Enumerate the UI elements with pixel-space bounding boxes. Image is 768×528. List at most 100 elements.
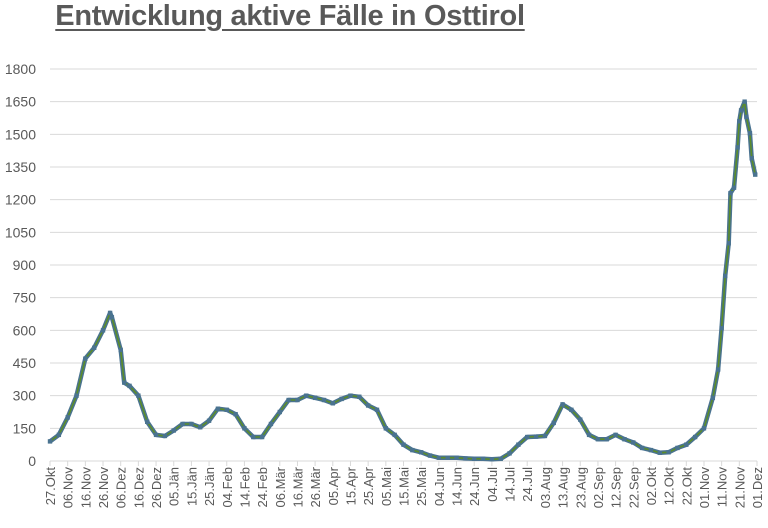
data-point [83, 356, 88, 361]
data-point [742, 99, 747, 104]
x-tick-label: 13.Aug [556, 467, 571, 508]
x-tick-label: 11.Nov [715, 467, 730, 508]
x-tick-label: 04.Jun [432, 467, 447, 506]
data-point [162, 433, 168, 439]
data-point [233, 411, 238, 417]
data-point [56, 432, 62, 438]
data-point [251, 434, 256, 440]
data-point [418, 450, 424, 455]
data-point [731, 185, 737, 190]
x-tick-label: 16.Dez [131, 467, 146, 508]
data-point [586, 432, 592, 438]
data-point [735, 145, 740, 150]
x-tick-label: 04.Feb [220, 467, 235, 507]
data-point [692, 434, 698, 440]
data-point [348, 393, 353, 398]
y-axis-ticks: 0 150 300 450 600 750 900 1050 1200 1350 1500 1650 1… [5, 61, 36, 469]
y-tick-label: 1050 [5, 224, 36, 240]
data-point [710, 395, 716, 401]
data-point [666, 450, 671, 455]
x-tick-label: 25.Mai [414, 467, 429, 506]
data-point [304, 393, 309, 398]
data-point [737, 119, 742, 124]
data-point [726, 241, 731, 246]
data-point [463, 456, 468, 461]
data-point [339, 396, 344, 402]
data-point [631, 440, 636, 445]
x-tick-label: 03.Aug [538, 467, 553, 508]
x-tick-label: 06.Nov [61, 467, 76, 509]
x-tick-label: 15.Apr [343, 466, 358, 505]
y-tick-label: 1800 [5, 61, 36, 77]
data-point [569, 407, 574, 413]
data-point [747, 131, 753, 136]
x-tick-label: 16.Nov [78, 467, 93, 509]
data-point [489, 457, 495, 462]
y-tick-label: 150 [13, 420, 37, 436]
data-point [551, 420, 556, 426]
data-point [410, 447, 415, 453]
data-point [507, 451, 512, 456]
data-point [259, 434, 265, 440]
data-point [330, 401, 335, 406]
x-tick-label: 26.Dez [149, 467, 164, 508]
data-point [701, 426, 707, 431]
y-tick-label: 1200 [5, 192, 36, 208]
x-tick-label: 24.Feb [255, 467, 270, 507]
data-point [542, 433, 548, 439]
data-point [675, 445, 680, 451]
data-point [525, 434, 530, 440]
data-point [65, 415, 70, 420]
x-tick-label: 12.Sep [609, 467, 624, 508]
x-tick-label: 14.Jul [503, 467, 518, 502]
x-tick-label: 25.Jän [202, 467, 217, 506]
series-marker-band [48, 99, 758, 462]
x-tick-label: 27.Okt [43, 467, 58, 506]
y-tick-label: 900 [13, 257, 37, 273]
data-point [224, 407, 229, 413]
data-point [722, 273, 728, 279]
data-point [604, 437, 609, 442]
data-point [595, 437, 601, 442]
data-point [198, 425, 203, 430]
y-tick-label: 1500 [5, 126, 36, 142]
x-tick-label: 22.Sep [626, 467, 641, 508]
y-tick-label: 750 [13, 290, 37, 306]
data-point [74, 393, 79, 398]
x-tick-label: 24.Jun [467, 467, 482, 506]
x-tick-label: 26.Mär [308, 466, 323, 507]
data-point [118, 347, 123, 353]
data-point [472, 456, 477, 462]
data-point [286, 397, 291, 403]
data-point [145, 419, 150, 424]
data-point [578, 417, 583, 422]
x-tick-label: 15.Jän [184, 467, 199, 506]
data-point [648, 447, 654, 453]
data-point [392, 432, 397, 438]
data-point [533, 434, 539, 439]
data-point [109, 315, 115, 320]
data-point [100, 328, 106, 333]
data-point [189, 421, 194, 427]
x-tick-label: 12.Okt [662, 467, 677, 506]
series-active-cases [47, 99, 758, 462]
y-tick-label: 600 [13, 322, 37, 338]
y-tick-label: 1650 [5, 94, 36, 110]
data-point [136, 393, 141, 398]
x-tick-label: 02.Sep [591, 467, 606, 508]
data-point [744, 114, 749, 120]
data-point [719, 325, 724, 331]
x-tick-label: 15.Mai [397, 467, 412, 506]
data-point [312, 395, 318, 401]
y-tick-label: 0 [28, 453, 36, 469]
data-point [436, 455, 442, 460]
data-point [180, 421, 185, 427]
data-point [622, 437, 627, 442]
y-tick-label: 450 [13, 355, 37, 371]
x-tick-label: 24.Jul [520, 467, 535, 502]
data-point [91, 345, 97, 350]
data-point [122, 380, 127, 385]
data-point [127, 383, 132, 389]
data-point [516, 442, 521, 447]
